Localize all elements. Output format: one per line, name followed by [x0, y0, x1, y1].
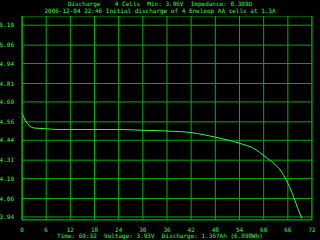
- svg-text:5.06: 5.06: [8, 41, 14, 48]
- svg-text:4.44: 4.44: [8, 136, 14, 143]
- svg-text:18: 18: [91, 226, 99, 232]
- svg-text:4.06: 4.06: [8, 195, 14, 202]
- svg-text:72: 72: [308, 226, 312, 232]
- svg-text:12: 12: [67, 226, 75, 232]
- svg-text:3.94: 3.94: [8, 213, 14, 220]
- svg-text:0: 0: [20, 226, 24, 232]
- svg-text:4.81: 4.81: [8, 80, 14, 87]
- svg-text:4.56: 4.56: [8, 118, 14, 125]
- svg-text:4.69: 4.69: [8, 98, 14, 105]
- svg-text:4.94: 4.94: [8, 60, 14, 67]
- html-text:2006-12-04 22:46 Initial disch: 2006-12-04 22:46 Initial discharge of 4 …: [44, 7, 276, 14]
- svg-text:30: 30: [139, 226, 147, 232]
- svg-text:4.31: 4.31: [8, 156, 14, 163]
- svg-text:54: 54: [236, 226, 244, 232]
- svg-text:6: 6: [44, 226, 48, 232]
- svg-text:60: 60: [260, 226, 268, 232]
- html-text:Discharge 4 Cells Min: 3.96V I: Discharge 4 Cells Min: 3.96V Impedance: …: [67, 0, 253, 7]
- html-text:Time: 69:32 Voltage: 3.93V Dis: Time: 69:32 Voltage: 3.93V Discharge: 1.…: [57, 232, 263, 239]
- svg-text:4.19: 4.19: [8, 175, 14, 182]
- svg-text:48: 48: [212, 226, 220, 232]
- svg-text:42: 42: [188, 226, 196, 232]
- svg-text:5.19: 5.19: [8, 21, 14, 28]
- svg-text:66: 66: [284, 226, 292, 232]
- svg-text:36: 36: [163, 226, 171, 232]
- svg-text:24: 24: [115, 226, 123, 232]
